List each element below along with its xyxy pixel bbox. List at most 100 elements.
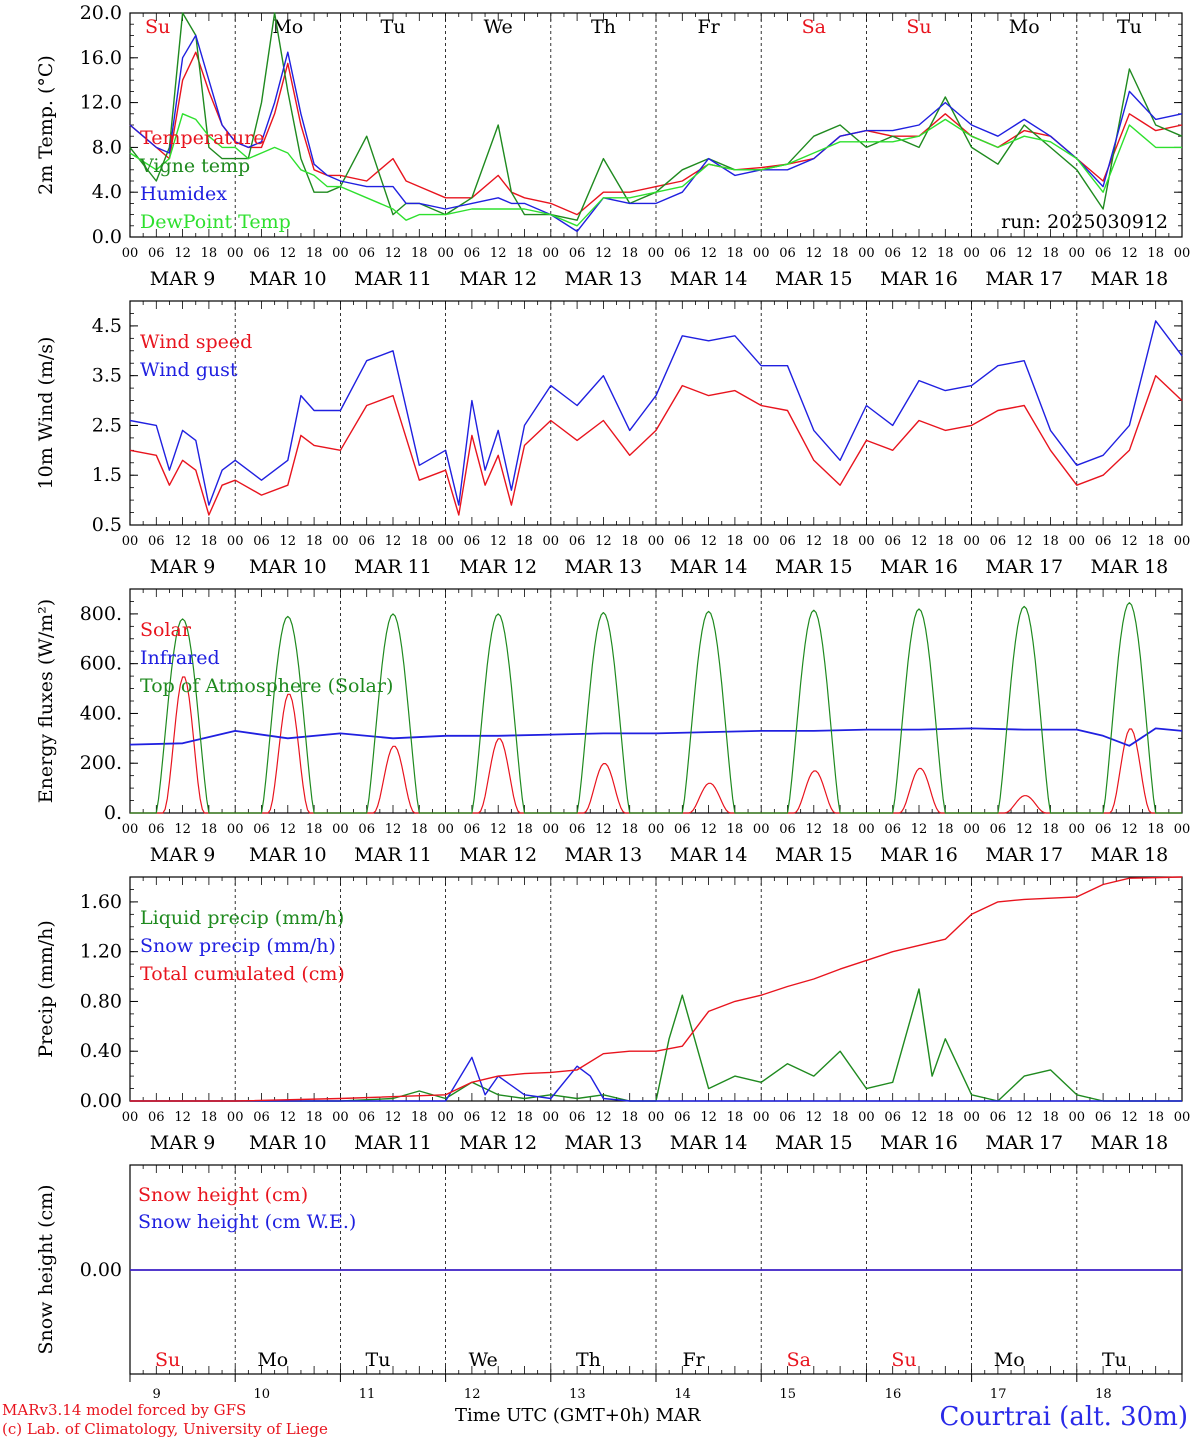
hour-tick-label: 12 <box>700 822 717 837</box>
hour-tick-label: 12 <box>385 1110 402 1125</box>
hour-tick-label: 00 <box>753 246 770 261</box>
hour-tick-label: 06 <box>464 534 481 549</box>
hour-tick-label: 00 <box>1069 534 1086 549</box>
y-tick-label: 0. <box>104 802 122 824</box>
hour-tick-label: 12 <box>280 1110 297 1125</box>
hour-tick-label: 06 <box>569 822 586 837</box>
hour-tick-label: 12 <box>700 1110 717 1125</box>
date-label: MAR 15 <box>775 268 853 290</box>
hour-tick-label: 12 <box>174 822 191 837</box>
y-tick-label: 600. <box>80 653 122 675</box>
y-tick-label: 0.40 <box>80 1040 122 1062</box>
hour-tick-label: 00 <box>648 822 665 837</box>
date-label: MAR 13 <box>565 556 643 578</box>
hour-tick-label: 06 <box>779 246 796 261</box>
date-label: MAR 16 <box>880 1132 958 1154</box>
hour-tick-label: 00 <box>1174 534 1191 549</box>
day-number-label: 14 <box>674 1387 691 1402</box>
hour-tick-label: 12 <box>1121 822 1138 837</box>
hour-tick-label: 12 <box>490 1110 507 1125</box>
day-number-label: 9 <box>152 1387 160 1402</box>
hour-tick-label: 18 <box>516 534 533 549</box>
date-label: MAR 17 <box>985 268 1063 290</box>
series-total-cumulated-cm-line <box>130 876 1183 1102</box>
hour-tick-label: 18 <box>516 822 533 837</box>
date-label: MAR 16 <box>880 556 958 578</box>
run-label: run: 2025030912 <box>1001 211 1168 233</box>
day-number-label: 15 <box>780 1387 797 1402</box>
weekday-label-bottom: Tu <box>1102 1349 1127 1371</box>
date-label: MAR 15 <box>775 556 853 578</box>
hour-tick-label: 00 <box>963 534 980 549</box>
legend-entry: Top of Atmosphere (Solar) <box>140 675 393 697</box>
date-label: MAR 14 <box>670 268 748 290</box>
hour-tick-label: 00 <box>122 534 139 549</box>
weekday-label-bottom: Mo <box>257 1349 288 1371</box>
date-label: MAR 14 <box>670 1132 748 1154</box>
hour-tick-label: 18 <box>306 534 323 549</box>
hour-tick-label: 00 <box>227 1110 244 1125</box>
y-tick-label: 4.0 <box>92 181 122 203</box>
hour-tick-label: 06 <box>1095 1110 1112 1125</box>
hour-tick-label: 18 <box>1042 1110 1059 1125</box>
panel-4: 0.00 0.40 0.80 1.20 1.60 Precip (mm/h) 00 06 12 1… <box>35 876 1191 1154</box>
hour-tick-label: 12 <box>174 1110 191 1125</box>
hour-tick-label: 00 <box>122 822 139 837</box>
x-axis-title: Time UTC (GMT+0h) <box>455 1405 650 1426</box>
hour-tick-label: 12 <box>490 822 507 837</box>
hour-tick-label: 18 <box>832 246 849 261</box>
y-tick-label: 200. <box>80 752 122 774</box>
series-vigne-temp-line <box>129 12 1183 221</box>
y-axis-label: 10m Wind (m/s) <box>35 337 57 490</box>
hour-tick-label: 06 <box>569 246 586 261</box>
hour-tick-label: 06 <box>1095 822 1112 837</box>
y-tick-label: 1.20 <box>80 941 122 963</box>
hour-tick-label: 18 <box>621 822 638 837</box>
legend-entry: Total cumulated (cm) <box>140 963 345 985</box>
hour-tick-label: 00 <box>858 822 875 837</box>
date-label: MAR 13 <box>565 1132 643 1154</box>
date-label: MAR 17 <box>985 844 1063 866</box>
legend-entry: Vigne temp <box>139 155 250 177</box>
hour-tick-label: 18 <box>201 1110 218 1125</box>
legend-entry: Infrared <box>140 647 220 669</box>
hour-tick-label: 18 <box>621 1110 638 1125</box>
hour-tick-label: 00 <box>332 246 349 261</box>
hour-tick-label: 00 <box>122 1110 139 1125</box>
hour-tick-label: 06 <box>779 1110 796 1125</box>
y-tick-label: 0.80 <box>80 990 122 1012</box>
hour-tick-label: 06 <box>990 1110 1007 1125</box>
hour-tick-label: 00 <box>1174 1110 1191 1125</box>
hour-tick-label: 06 <box>884 1110 901 1125</box>
hour-tick-label: 00 <box>1069 1110 1086 1125</box>
series-dewpoint-temp-line <box>129 113 1182 227</box>
hour-tick-label: 12 <box>806 246 823 261</box>
hour-tick-label: 12 <box>595 246 612 261</box>
hour-tick-label: 06 <box>358 822 375 837</box>
day-number-label: 10 <box>254 1387 271 1402</box>
hour-tick-label: 12 <box>280 246 297 261</box>
weekday-label-top: Su <box>906 16 931 38</box>
hour-tick-label: 06 <box>779 534 796 549</box>
hour-tick-label: 06 <box>884 822 901 837</box>
hour-tick-label: 00 <box>1174 246 1191 261</box>
hour-tick-label: 00 <box>1069 822 1086 837</box>
hour-tick-label: 18 <box>201 534 218 549</box>
hour-tick-label: 18 <box>727 1110 744 1125</box>
hour-tick-label: 18 <box>201 822 218 837</box>
date-label: MAR 14 <box>670 844 748 866</box>
day-number-label: 11 <box>359 1387 376 1402</box>
hour-tick-label: 12 <box>595 822 612 837</box>
weekday-label-top: Tu <box>381 16 406 38</box>
hour-tick-label: 06 <box>990 246 1007 261</box>
hour-tick-label: 18 <box>1042 246 1059 261</box>
hour-tick-label: 12 <box>1016 534 1033 549</box>
hour-tick-label: 18 <box>621 246 638 261</box>
date-label: MAR 11 <box>354 268 432 290</box>
hour-tick-label: 00 <box>543 822 560 837</box>
hour-tick-label: 18 <box>937 822 954 837</box>
date-label: MAR 10 <box>249 556 327 578</box>
date-label: MAR 15 <box>775 1132 853 1154</box>
weekday-label-bottom: Sa <box>787 1349 811 1371</box>
hour-tick-label: 06 <box>358 534 375 549</box>
